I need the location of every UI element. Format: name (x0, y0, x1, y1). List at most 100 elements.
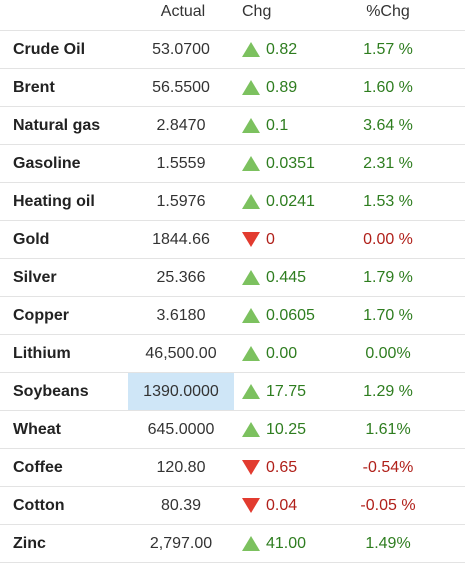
percent-change-value: 1.61% (365, 421, 411, 438)
actual-value: 56.5500 (152, 79, 210, 96)
triangle-up-icon (242, 194, 260, 209)
table-row[interactable]: Silver 25.366 0.445 1.79 % (0, 258, 465, 296)
commodity-name[interactable]: Natural gas (13, 117, 101, 134)
table-row[interactable]: Zinc 2,797.00 41.00 1.49% (0, 524, 465, 563)
actual-value: 1844.66 (152, 231, 210, 248)
table-row[interactable]: Coffee 120.80 0.65 -0.54% (0, 448, 465, 486)
commodity-name[interactable]: Cotton (13, 497, 65, 514)
table-row[interactable]: Crude Oil 53.0700 0.82 1.57 % (0, 30, 465, 68)
commodity-name[interactable]: Silver (13, 269, 57, 286)
triangle-up-icon (242, 346, 260, 361)
percent-change-value: 0.00% (365, 345, 411, 362)
table-row[interactable]: Brent 56.5500 0.89 1.60 % (0, 68, 465, 106)
table-row[interactable]: Cotton 80.39 0.04 -0.05 % (0, 486, 465, 524)
percent-change-value: 1.79 % (363, 269, 413, 286)
table-row[interactable]: Soybeans 1390.0000 17.75 1.29 % (0, 372, 465, 410)
change-value: 0.89 (266, 79, 298, 96)
triangle-up-icon (242, 384, 260, 399)
change-value: 0.82 (266, 41, 298, 58)
change-value: 17.75 (266, 383, 307, 400)
table-row[interactable]: Gasoline 1.5559 0.0351 2.31 % (0, 144, 465, 182)
percent-change-value: 1.57 % (363, 41, 413, 58)
change-value: 41.00 (266, 535, 307, 552)
table-header: Actual Chg %Chg (0, 0, 465, 30)
change-cell: 0.445 (242, 259, 306, 296)
change-value: 0.1 (266, 117, 289, 134)
change-value: 0.04 (266, 497, 298, 514)
commodity-name[interactable]: Zinc (13, 535, 46, 552)
triangle-up-icon (242, 270, 260, 285)
percent-change-value: 1.70 % (363, 307, 413, 324)
header-chg[interactable]: Chg (242, 3, 272, 20)
change-cell: 17.75 (242, 373, 306, 410)
commodity-name[interactable]: Gold (13, 231, 50, 248)
actual-value: 53.0700 (152, 41, 210, 58)
actual-value: 645.0000 (147, 421, 215, 438)
table-row[interactable]: Natural gas 2.8470 0.1 3.64 % (0, 106, 465, 144)
percent-change-value: 1.49% (365, 535, 411, 552)
table-row[interactable]: Gold 1844.66 0 0.00 % (0, 220, 465, 258)
triangle-down-icon (242, 460, 260, 475)
percent-change-value: -0.54% (362, 459, 414, 476)
actual-value: 25.366 (156, 269, 206, 286)
change-cell: 0.04 (242, 487, 297, 524)
change-cell: 0 (242, 221, 275, 258)
change-value: 0.0605 (266, 307, 315, 324)
commodity-name[interactable]: Wheat (13, 421, 61, 438)
triangle-up-icon (242, 80, 260, 95)
triangle-up-icon (242, 308, 260, 323)
commodity-name[interactable]: Heating oil (13, 193, 95, 210)
triangle-down-icon (242, 232, 260, 247)
change-value: 0.00 (266, 345, 298, 362)
triangle-up-icon (242, 422, 260, 437)
actual-value: 3.6180 (156, 307, 206, 324)
percent-change-value: 2.31 % (363, 155, 413, 172)
commodity-name[interactable]: Crude Oil (13, 41, 86, 58)
change-cell: 0.89 (242, 69, 297, 106)
change-cell: 41.00 (242, 525, 306, 562)
triangle-up-icon (242, 536, 260, 551)
actual-value: 1.5976 (156, 193, 206, 210)
change-cell: 0.0351 (242, 145, 315, 182)
table-row[interactable]: Wheat 645.0000 10.25 1.61% (0, 410, 465, 448)
actual-value: 1.5559 (156, 155, 206, 172)
table-row[interactable]: Lithium 46,500.00 0.00 0.00% (0, 334, 465, 372)
triangle-up-icon (242, 118, 260, 133)
percent-change-value: -0.05 % (360, 497, 416, 514)
change-cell: 0.1 (242, 107, 288, 144)
commodity-name[interactable]: Brent (13, 79, 55, 96)
percent-change-value: 1.60 % (363, 79, 413, 96)
table-row[interactable]: Heating oil 1.5976 0.0241 1.53 % (0, 182, 465, 220)
change-cell: 0.82 (242, 31, 297, 68)
change-cell: 0.00 (242, 335, 297, 372)
actual-value: 2.8470 (156, 117, 206, 134)
commodity-name[interactable]: Soybeans (13, 383, 89, 400)
commodity-name[interactable]: Gasoline (13, 155, 81, 172)
table-row[interactable]: Copper 3.6180 0.0605 1.70 % (0, 296, 465, 334)
commodity-name[interactable]: Coffee (13, 459, 63, 476)
commodity-name[interactable]: Copper (13, 307, 69, 324)
actual-value: 80.39 (160, 497, 202, 514)
percent-change-value: 0.00 % (363, 231, 413, 248)
change-value: 10.25 (266, 421, 307, 438)
percent-change-value: 3.64 % (363, 117, 413, 134)
change-value: 0.0241 (266, 193, 315, 210)
change-value: 0.0351 (266, 155, 315, 172)
commodity-name[interactable]: Lithium (13, 345, 71, 362)
change-cell: 10.25 (242, 411, 306, 448)
triangle-down-icon (242, 498, 260, 513)
change-cell: 0.65 (242, 449, 297, 486)
triangle-up-icon (242, 156, 260, 171)
percent-change-value: 1.53 % (363, 193, 413, 210)
change-cell: 0.0605 (242, 297, 315, 334)
actual-value: 1390.0000 (128, 373, 234, 410)
change-value: 0.445 (266, 269, 307, 286)
header-pct-chg[interactable]: %Chg (366, 3, 410, 20)
actual-value: 2,797.00 (149, 535, 213, 552)
triangle-up-icon (242, 42, 260, 57)
header-actual[interactable]: Actual (160, 3, 206, 20)
actual-value: 46,500.00 (145, 345, 217, 362)
table-body: Crude Oil 53.0700 0.82 1.57 % Brent 56.5500 0.… (0, 30, 465, 563)
percent-change-value: 1.29 % (363, 383, 413, 400)
change-value: 0 (266, 231, 275, 248)
